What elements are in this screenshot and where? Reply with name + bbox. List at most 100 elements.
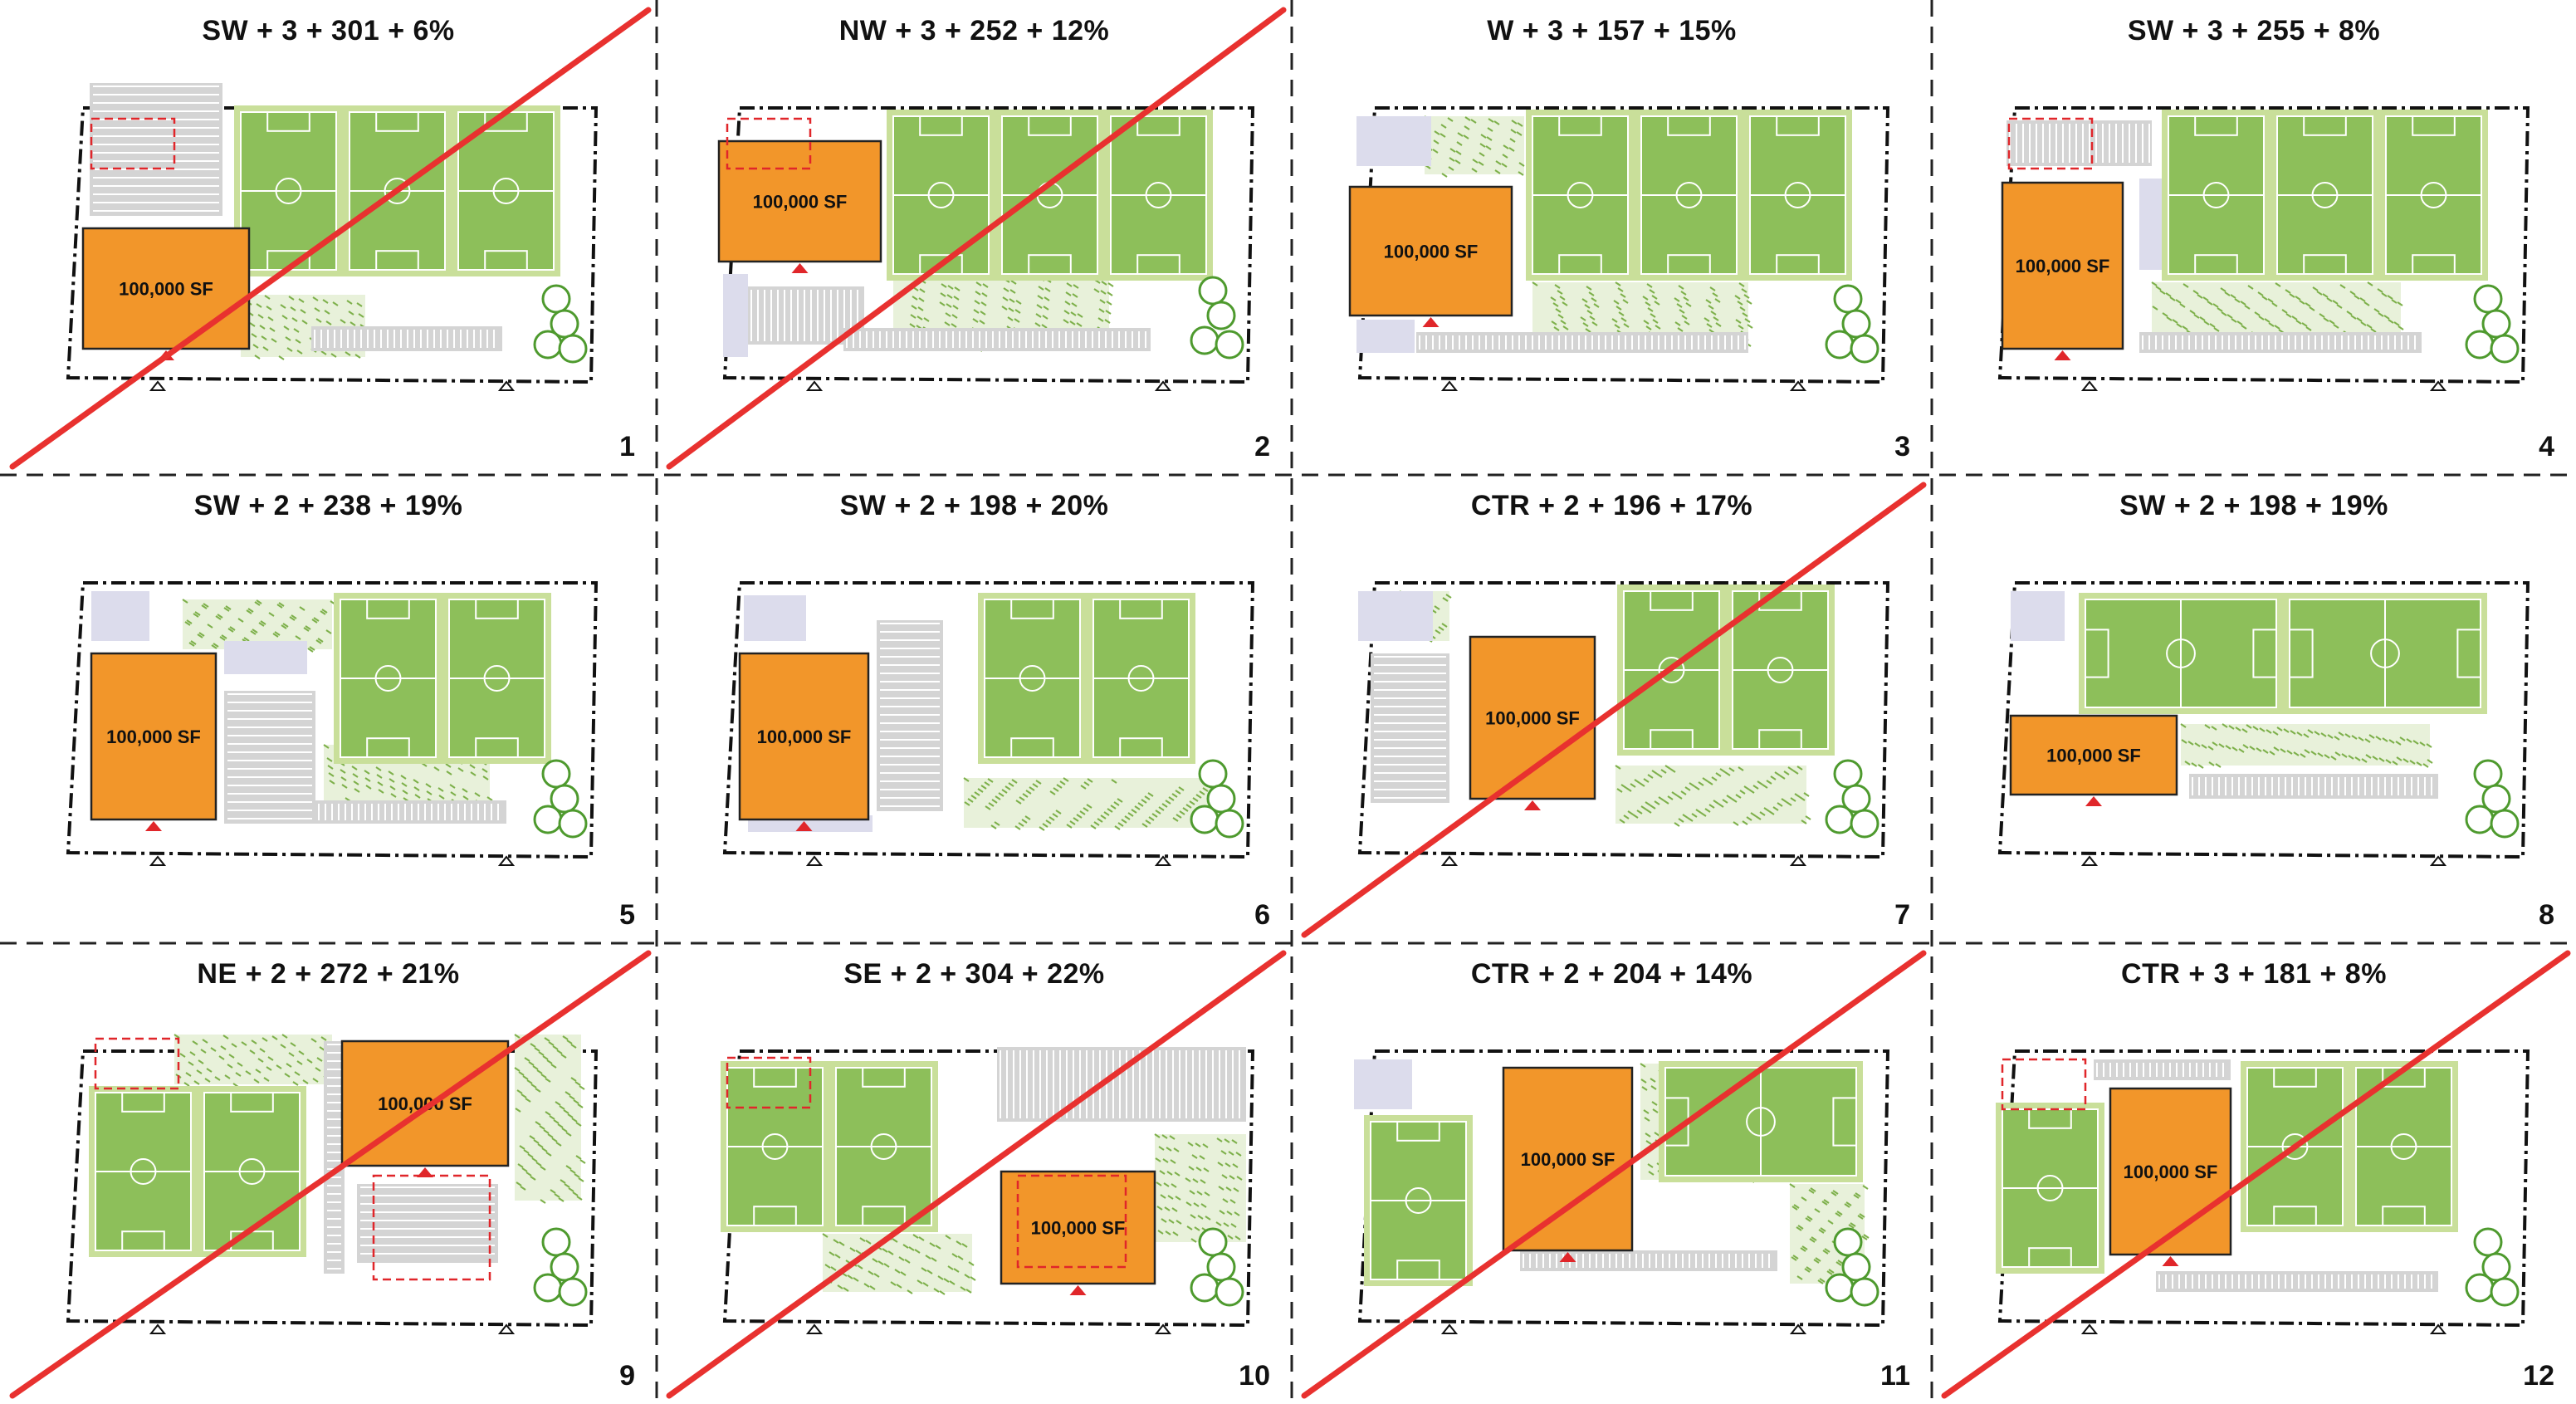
landscape-texture — [1434, 130, 1440, 135]
paved-pad — [1356, 320, 1415, 353]
landscape-texture — [1103, 811, 1110, 816]
landscape-texture — [2285, 313, 2292, 318]
landscape-texture — [1155, 810, 1161, 815]
landscape-texture — [1555, 308, 1562, 313]
landscape-texture — [2204, 724, 2211, 729]
landscape-texture — [1588, 291, 1595, 296]
field-penalty-box — [2252, 629, 2277, 678]
building-footprint: 100,000 SF — [2009, 714, 2178, 796]
paved-pad — [723, 274, 748, 357]
landscape-texture — [1735, 319, 1742, 324]
landscape-texture — [1090, 824, 1097, 829]
landscape-texture — [282, 623, 289, 628]
landscape-texture — [2259, 727, 2266, 732]
option-number: 3 — [1894, 431, 1910, 462]
landscape-texture — [2256, 747, 2262, 752]
landscape-texture — [2166, 316, 2173, 321]
landscape-texture — [1178, 786, 1185, 791]
landscape-texture — [197, 634, 203, 638]
landscape-texture — [1464, 125, 1470, 130]
landscape-texture — [1063, 777, 1069, 782]
soccer-field — [978, 593, 1087, 764]
building-area-label: 100,000 SF — [378, 1093, 472, 1114]
site-plan: 100,000 SF — [1996, 1049, 2530, 1334]
landscape-texture — [194, 611, 201, 616]
landscape-texture — [1580, 316, 1586, 321]
landscape-texture — [1454, 159, 1461, 164]
landscape-texture — [2398, 325, 2404, 330]
landscape-texture — [1582, 322, 1589, 327]
landscape-area — [1424, 115, 1525, 178]
building-area-label: 100,000 SF — [2046, 746, 2141, 766]
parking-lot — [2189, 774, 2438, 799]
building-block — [1348, 185, 1513, 317]
field-penalty-box — [2303, 115, 2347, 136]
landscape-texture — [252, 629, 258, 634]
landscape-texture — [2341, 753, 2348, 758]
landscape-texture — [2378, 757, 2385, 762]
landscape-texture — [2402, 758, 2409, 763]
soccer-field — [1087, 593, 1195, 764]
building-footprint: 100,000 SF — [2109, 1087, 2232, 1256]
landscape-texture — [2221, 311, 2227, 316]
landscape-texture — [341, 784, 348, 789]
landscape-texture — [1617, 287, 1624, 292]
landscape-texture — [1073, 817, 1079, 822]
future-expansion-outline — [2007, 117, 2094, 170]
landscape-texture — [2191, 762, 2197, 767]
site-access-marker — [1789, 380, 1807, 391]
site-access-marker — [149, 380, 167, 391]
building-footprint: 100,000 SF — [90, 652, 218, 821]
option-title: SW + 2 + 238 + 19% — [193, 490, 463, 521]
landscape-texture — [328, 772, 335, 777]
soccer-field — [829, 1061, 938, 1232]
landscape-texture — [2276, 726, 2283, 731]
landscape-texture — [1738, 282, 1745, 287]
tree — [1190, 1273, 1220, 1303]
landscape-texture — [1684, 320, 1690, 325]
paved-pad — [2139, 179, 2164, 270]
landscape-texture — [1107, 808, 1113, 813]
building-footprint: 100,000 SF — [1469, 635, 1596, 800]
landscape-texture — [2192, 290, 2199, 295]
landscape-texture — [2375, 736, 2382, 741]
landscape-texture — [2406, 738, 2412, 743]
landscape-texture — [1137, 802, 1144, 807]
site-access-marker — [149, 1323, 167, 1334]
option-title: SW + 3 + 255 + 8% — [2127, 15, 2381, 46]
landscape-texture — [2275, 282, 2281, 287]
landscape-texture — [2269, 751, 2275, 756]
landscape-texture — [2299, 300, 2305, 305]
landscape-texture — [1705, 299, 1712, 304]
landscape-texture — [2373, 308, 2380, 313]
landscape-texture — [980, 785, 987, 790]
landscape-texture — [1121, 819, 1127, 824]
soccer-field — [343, 105, 452, 276]
landscape-area — [174, 1034, 335, 1088]
landscape-texture — [2399, 736, 2406, 741]
field-center-circle — [2166, 638, 2196, 668]
option-title: CTR + 2 + 204 + 14% — [1470, 958, 1753, 990]
landscape-texture — [1650, 313, 1656, 318]
landscape-texture — [2309, 306, 2315, 311]
landscape-texture — [2231, 318, 2237, 323]
site-access-marker — [2429, 855, 2447, 866]
landscape-texture — [2396, 756, 2402, 761]
site-access-marker — [149, 855, 167, 866]
paved-pad — [2011, 591, 2065, 641]
landscape-texture — [2366, 324, 2373, 329]
landscape-texture — [2217, 307, 2223, 312]
landscape-texture — [1447, 117, 1454, 122]
site-plan: 100,000 SF — [66, 1034, 599, 1334]
landscape-texture — [462, 795, 469, 800]
landscape-texture — [1501, 163, 1508, 168]
landscape-texture — [1509, 138, 1516, 143]
landscape-texture — [1551, 320, 1557, 325]
tree — [1198, 276, 1228, 306]
landscape-texture — [184, 621, 191, 626]
landscape-texture — [1199, 790, 1205, 795]
landscape-texture — [1449, 148, 1456, 153]
entry-marker — [2054, 350, 2071, 360]
landscape-texture — [2211, 726, 2217, 731]
landscape-texture — [2189, 310, 2196, 315]
